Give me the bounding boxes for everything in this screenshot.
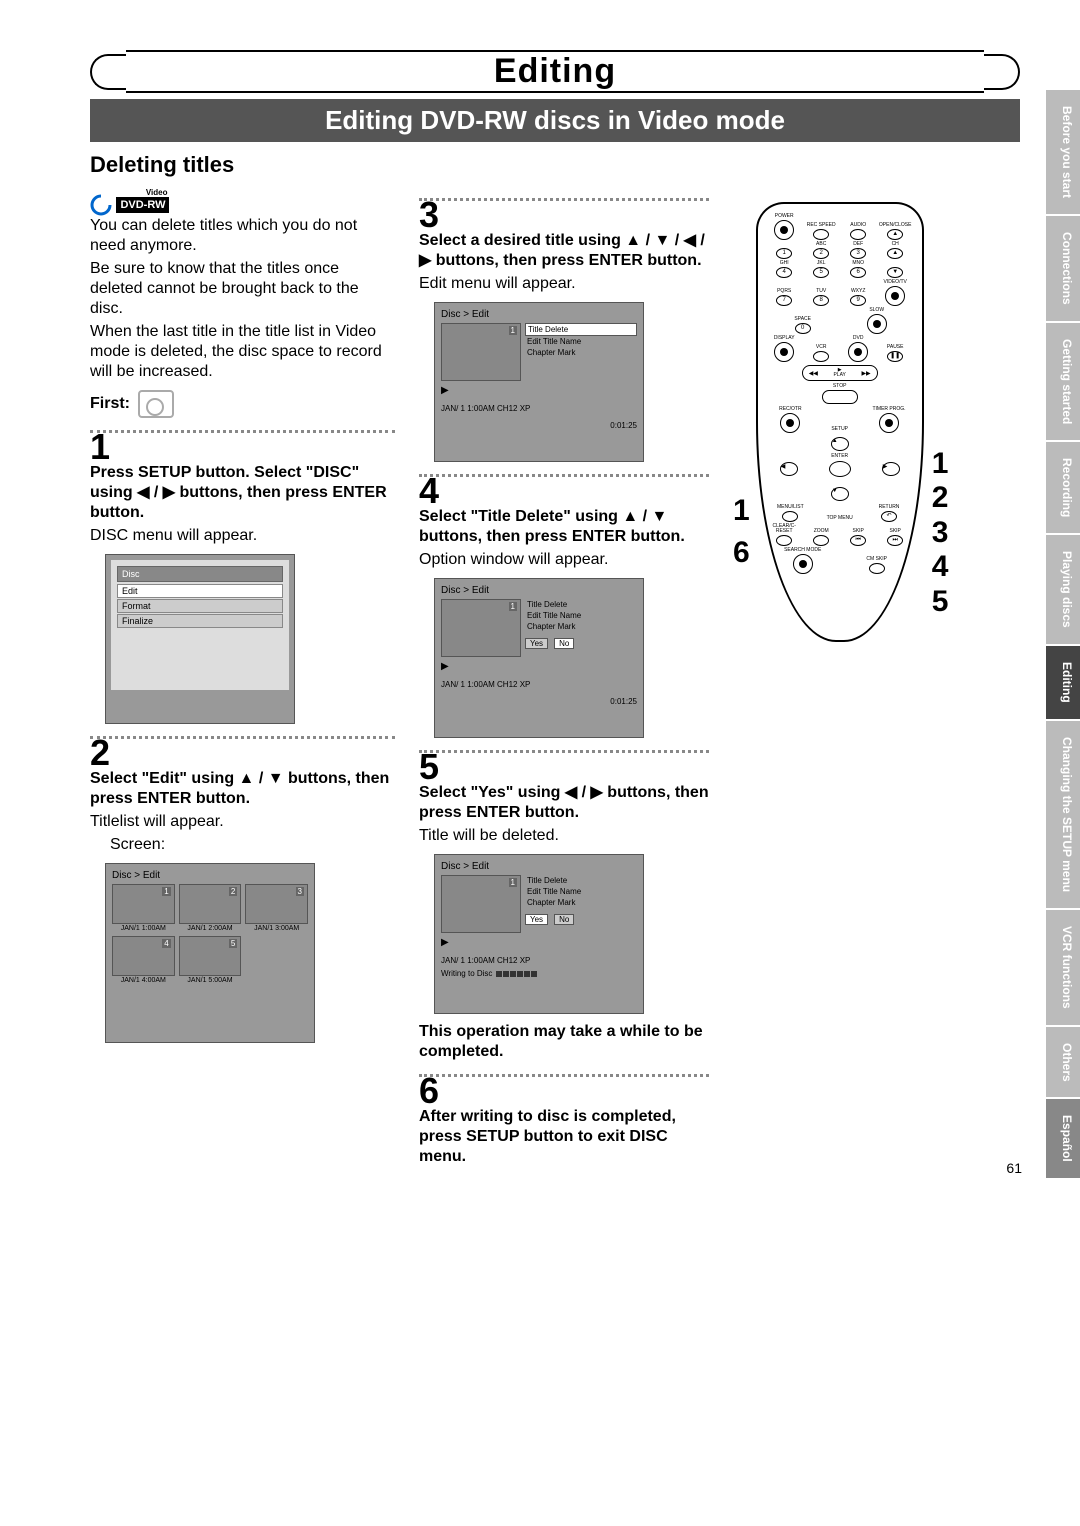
clear-button <box>776 535 792 546</box>
disc-icon <box>138 390 174 418</box>
step-3-bold: Select a desired title using ▲ / ▼ / ◀ /… <box>419 231 709 271</box>
step-6-num: 6 <box>419 1073 709 1109</box>
page-heading: Editing <box>126 52 984 91</box>
stop-button <box>822 390 858 404</box>
column-left: VideoDVD-RW You can delete titles which … <box>90 186 395 1170</box>
ch-down-button: ▼ <box>887 267 903 278</box>
cmskip-button <box>869 563 885 574</box>
openclose-button: ▲ <box>887 229 903 240</box>
intro-text-2: Be sure to know that the titles once del… <box>90 259 395 319</box>
step-6-bold: After writing to disc is completed, pres… <box>419 1107 709 1167</box>
step-5-num: 5 <box>419 749 709 785</box>
dpad-right-button: ▶ <box>882 462 900 476</box>
tab-recording[interactable]: Recording <box>1046 442 1080 535</box>
tab-playing-discs[interactable]: Playing discs <box>1046 535 1080 646</box>
num-4-button: 4 <box>776 267 792 278</box>
step-2-bold: Select "Edit" using ▲ / ▼ buttons, then … <box>90 769 395 809</box>
timer-button <box>879 413 899 433</box>
tab-vcr-functions[interactable]: VCR functions <box>1046 910 1080 1027</box>
step-2-indent: Screen: <box>110 835 395 855</box>
videotv-button <box>885 286 905 306</box>
step-5-bold: Select "Yes" using ◀ / ▶ buttons, then p… <box>419 783 709 823</box>
play-bar: ◀◀▶PLAY▶▶ <box>802 365 878 381</box>
search-button <box>793 554 813 574</box>
step-2-plain: Titlelist will appear. <box>90 812 395 832</box>
mock-edit-menu-3: Disc > Edit 1 Title Delete Edit Title Na… <box>434 302 644 462</box>
display-button <box>774 342 794 362</box>
step-1-plain: DISC menu will appear. <box>90 526 395 546</box>
mock-edit-menu-4: Disc > Edit 1 Title Delete Edit Title Na… <box>434 578 644 738</box>
menu-button <box>782 511 798 522</box>
num-3-button: 3 <box>850 248 866 259</box>
skip-prev-button: ⏮ <box>850 535 866 546</box>
remote-right-indicators: 1 2 3 4 5 <box>932 225 949 620</box>
rec-button <box>780 413 800 433</box>
step-3-num: 3 <box>419 197 709 233</box>
num-0-button: 0 <box>795 323 811 334</box>
intro-text-3: When the last title in the title list in… <box>90 322 395 382</box>
step-4-bold: Select "Title Delete" using ▲ / ▼ button… <box>419 507 709 547</box>
ch-up-button: ▲ <box>887 248 903 259</box>
tab-editing[interactable]: Editing <box>1046 646 1080 721</box>
enter-button <box>829 461 851 477</box>
return-button: ↶ <box>881 511 897 522</box>
step-2-num: 2 <box>90 735 395 771</box>
column-middle: 3 Select a desired title using ▲ / ▼ / ◀… <box>419 186 709 1170</box>
recspeed-button <box>813 229 829 240</box>
step-5-plain: Title will be deleted. <box>419 826 709 846</box>
num-1-button: 1 <box>776 248 792 259</box>
dpad-left-button: ◀ <box>780 462 798 476</box>
mock-titlelist: Disc > Edit 1JAN/1 1:00AM 2JAN/1 2:00AM … <box>105 863 315 1043</box>
sub-heading: Editing DVD-RW discs in Video mode <box>90 99 1020 142</box>
dpad: ▲ ▼ ◀ ▶ ENTER <box>766 437 914 501</box>
num-2-button: 2 <box>813 248 829 259</box>
skip-next-button: ⏭ <box>887 535 903 546</box>
dpad-down-button: ▼ <box>831 487 849 501</box>
vcr-button <box>813 351 829 362</box>
zoom-button <box>813 535 829 546</box>
tab-before-you-start[interactable]: Before you start <box>1046 90 1080 216</box>
dpad-up-button: ▲ <box>831 437 849 451</box>
tab-getting-started[interactable]: Getting started <box>1046 323 1080 442</box>
page-number: 61 <box>1006 1160 1022 1176</box>
dvd-rw-badge: VideoDVD-RW <box>90 194 169 216</box>
slow-button <box>867 314 887 334</box>
remote-control: POWER REC SPEED AUDIO OPEN/CLOSE▲ 1 ABC2… <box>756 202 924 642</box>
dvd-button <box>848 342 868 362</box>
num-7-button: 7 <box>776 295 792 306</box>
step-3-plain: Edit menu will appear. <box>419 274 709 294</box>
step-1-num: 1 <box>90 429 395 465</box>
first-label: First: <box>90 395 130 413</box>
step-4-num: 4 <box>419 473 709 509</box>
power-button <box>774 220 794 240</box>
main-title-row: Editing <box>90 50 1020 93</box>
tab-others[interactable]: Others <box>1046 1027 1080 1100</box>
tab-changing-setup[interactable]: Changing the SETUP menu <box>1046 721 1080 910</box>
pause-button: ❚❚ <box>887 351 903 362</box>
intro-text-1: You can delete titles which you do not n… <box>90 216 395 256</box>
tab-espanol[interactable]: Español <box>1046 1099 1080 1180</box>
side-tabs: Before you start Connections Getting sta… <box>1046 90 1080 1180</box>
remote-left-indicators: 1 6 <box>733 270 750 574</box>
audio-button <box>850 229 866 240</box>
num-8-button: 8 <box>813 295 829 306</box>
step-1-bold: Press SETUP button. Select "DISC" using … <box>90 463 395 523</box>
mock-edit-menu-5: Disc > Edit 1 Title Delete Edit Title Na… <box>434 854 644 1014</box>
tab-connections[interactable]: Connections <box>1046 216 1080 323</box>
num-6-button: 6 <box>850 267 866 278</box>
column-right: 1 6 POWER REC SPEED AUDIO OPEN/CLOSE▲ 1 … <box>733 186 1020 1170</box>
section-heading: Deleting titles <box>90 152 1020 178</box>
mock-disc-menu: Disc Edit Format Finalize <box>105 554 295 724</box>
num-9-button: 9 <box>850 295 866 306</box>
step-5-note: This operation may take a while to be co… <box>419 1022 709 1062</box>
num-5-button: 5 <box>813 267 829 278</box>
step-4-plain: Option window will appear. <box>419 550 709 570</box>
